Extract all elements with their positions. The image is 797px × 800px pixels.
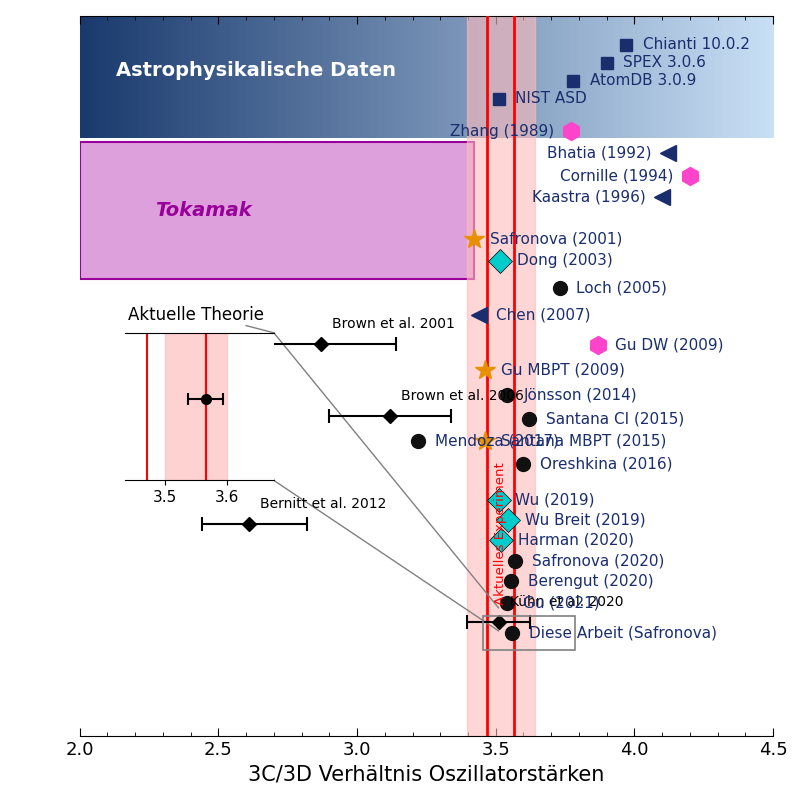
Text: Kühn et al. 2020: Kühn et al. 2020 <box>509 595 623 610</box>
Text: Mendoza (2017): Mendoza (2017) <box>434 434 559 448</box>
Text: Chianti 10.0.2: Chianti 10.0.2 <box>642 38 750 52</box>
Text: Tokamak: Tokamak <box>155 201 252 220</box>
Text: Safronova (2001): Safronova (2001) <box>490 232 622 246</box>
Text: Safronova (2020): Safronova (2020) <box>532 554 664 569</box>
Bar <box>165 333 227 480</box>
Text: Dong (2003): Dong (2003) <box>516 254 612 268</box>
Text: Kaastra (1996): Kaastra (1996) <box>532 190 646 205</box>
Text: Bhatia (1992): Bhatia (1992) <box>547 146 651 160</box>
Text: Wu Breit (2019): Wu Breit (2019) <box>525 513 646 527</box>
Bar <box>80 142 473 278</box>
Text: Gu DW (2009): Gu DW (2009) <box>615 338 724 353</box>
Bar <box>483 616 575 650</box>
Text: Gu MBPT (2009): Gu MBPT (2009) <box>501 362 625 378</box>
Text: Chen (2007): Chen (2007) <box>496 307 591 322</box>
X-axis label: 3C/3D Verhältnis Oszillatorstärken: 3C/3D Verhältnis Oszillatorstärken <box>248 765 605 785</box>
Text: Santana CI (2015): Santana CI (2015) <box>546 412 684 426</box>
Text: SPEX 3.0.6: SPEX 3.0.6 <box>623 55 706 70</box>
Text: NIST ASD: NIST ASD <box>515 91 587 106</box>
Text: Oreshkina (2016): Oreshkina (2016) <box>540 456 673 471</box>
Text: Brown et al. 2001: Brown et al. 2001 <box>332 317 455 330</box>
Text: AtomDB 3.0.9: AtomDB 3.0.9 <box>590 74 697 88</box>
Text: Cornille (1994): Cornille (1994) <box>559 168 673 183</box>
Text: Aktuelles Experiment: Aktuelles Experiment <box>494 462 507 605</box>
Text: Gu (2021): Gu (2021) <box>524 595 600 610</box>
Text: Astrophysikalische Daten: Astrophysikalische Daten <box>116 61 396 79</box>
Text: Jönsson (2014): Jönsson (2014) <box>524 388 637 403</box>
Text: Santana MBPT (2015): Santana MBPT (2015) <box>501 434 666 448</box>
Text: Brown et al. 2006: Brown et al. 2006 <box>402 389 524 402</box>
Text: Diese Arbeit (Safronova): Diese Arbeit (Safronova) <box>529 626 717 641</box>
Text: Zhang (1989): Zhang (1989) <box>450 124 554 138</box>
Text: Harman (2020): Harman (2020) <box>518 533 634 548</box>
Text: Loch (2005): Loch (2005) <box>576 281 667 296</box>
Text: Aktuelle Theorie: Aktuelle Theorie <box>128 306 265 324</box>
Text: Wu (2019): Wu (2019) <box>515 492 595 507</box>
Bar <box>466 16 535 736</box>
Text: Bernitt et al. 2012: Bernitt et al. 2012 <box>260 497 387 510</box>
Text: Berengut (2020): Berengut (2020) <box>528 574 654 589</box>
